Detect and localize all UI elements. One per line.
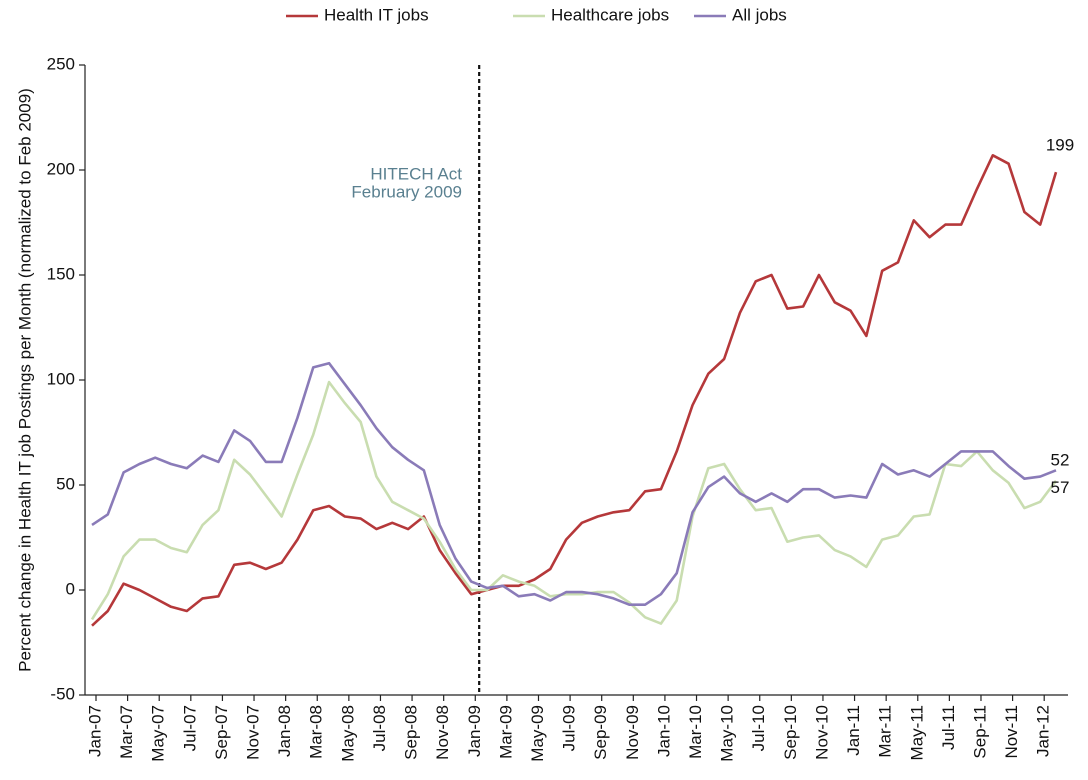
x-tick-label: Mar-09 — [496, 705, 515, 759]
x-tick-label: Jan-08 — [275, 705, 294, 757]
x-tick-label: Sep-11 — [970, 705, 989, 759]
x-tick-label: Jul-10 — [749, 705, 768, 751]
x-tick-label: Jul-08 — [370, 705, 389, 751]
y-tick-label: 200 — [47, 159, 75, 178]
series-line — [90, 380, 1058, 625]
legend-label: Health IT jobs — [324, 5, 429, 24]
x-tick-label: Jul-09 — [560, 705, 579, 751]
x-tick-label: Jan-07 — [85, 705, 104, 757]
x-tick-label: Sep-08 — [402, 705, 421, 760]
x-tick-label: Sep-09 — [591, 705, 610, 760]
x-tick-label: Jan-09 — [465, 705, 484, 757]
x-tick-label: Jan-12 — [1034, 705, 1053, 757]
x-tick-label: Jan-11 — [844, 705, 863, 756]
legend-label: Healthcare jobs — [551, 5, 669, 24]
y-tick-label: 50 — [56, 474, 75, 493]
series-line — [91, 154, 1058, 627]
x-tick-label: Nov-10 — [812, 705, 831, 760]
x-tick-label: Nov-07 — [244, 705, 263, 760]
x-tick-label: Jul-11 — [939, 705, 958, 750]
annotation: HITECH Act — [370, 164, 462, 183]
x-tick-label: Sep-10 — [781, 705, 800, 760]
series-line — [91, 361, 1057, 607]
end-label: 57 — [1051, 478, 1070, 497]
y-tick-label: 150 — [47, 264, 75, 283]
y-tick-label: 250 — [47, 54, 75, 73]
x-tick-label: May-11 — [907, 705, 926, 760]
y-axis-label: Percent change in Health IT job Postings… — [15, 88, 34, 672]
x-tick-label: Mar-10 — [686, 705, 705, 759]
y-tick-label: 0 — [66, 579, 75, 598]
x-tick-label: May-08 — [338, 705, 357, 762]
x-tick-label: Mar-11 — [876, 705, 895, 758]
y-tick-label: -50 — [50, 684, 75, 703]
x-tick-label: Nov-08 — [433, 705, 452, 760]
x-tick-label: May-10 — [718, 705, 737, 762]
x-tick-label: May-09 — [528, 705, 547, 762]
end-label: 52 — [1051, 450, 1070, 469]
legend-label: All jobs — [732, 5, 787, 24]
annotation: February 2009 — [351, 182, 462, 201]
x-tick-label: Mar-07 — [117, 705, 136, 759]
x-tick-label: Nov-09 — [623, 705, 642, 760]
x-tick-label: Jul-07 — [180, 705, 199, 751]
x-tick-label: Nov-11 — [1002, 705, 1021, 759]
y-tick-label: 100 — [47, 369, 75, 388]
end-label: 199 — [1046, 136, 1074, 155]
x-tick-label: May-07 — [149, 705, 168, 762]
x-tick-label: Jan-10 — [654, 705, 673, 757]
x-tick-label: Sep-07 — [212, 705, 231, 760]
x-tick-label: Mar-08 — [307, 705, 326, 759]
